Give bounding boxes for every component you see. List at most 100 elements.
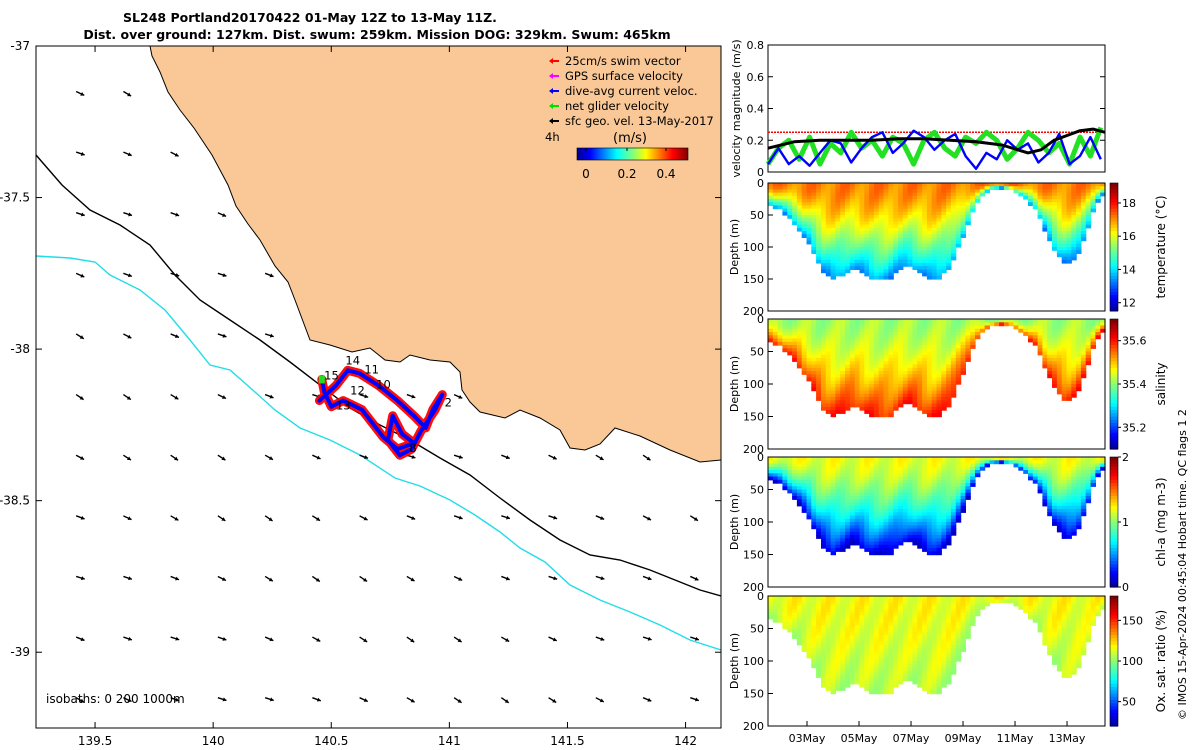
- heatmap-cell: [936, 463, 942, 468]
- heatmap-cell: [1042, 186, 1048, 190]
- heatmap-cell: [821, 618, 827, 623]
- heatmap-cell: [821, 328, 827, 333]
- heatmap-cell: [878, 397, 885, 401]
- heatmap-cell: [772, 618, 779, 623]
- heatmap-cell: [792, 615, 798, 620]
- heatmap-cell: [849, 479, 856, 484]
- heatmap-cell: [1071, 502, 1077, 507]
- heatmap-cell: [1071, 390, 1077, 395]
- heatmap-cell: [835, 466, 841, 471]
- heatmap-cell: [816, 641, 822, 646]
- heatmap-cell: [1076, 240, 1082, 245]
- heatmap-cell: [931, 322, 938, 327]
- heatmap-cell: [931, 509, 938, 513]
- heatmap-cell: [878, 319, 885, 323]
- heatmap-cell: [946, 476, 952, 481]
- heatmap-cell: [902, 253, 909, 258]
- heatmap-cell: [873, 479, 880, 484]
- heatmap-cell: [792, 489, 798, 494]
- heatmap-cell: [883, 403, 889, 408]
- heatmap-cell: [946, 259, 952, 264]
- heatmap-cell: [787, 615, 793, 620]
- heatmap-cell: [1076, 348, 1082, 353]
- heatmap-cell: [849, 199, 856, 203]
- heatmap-cell: [845, 341, 851, 346]
- heatmap-cell: [936, 476, 942, 481]
- heatmap-cell: [830, 208, 836, 213]
- heatmap-cell: [782, 622, 788, 626]
- heatmap-cell: [849, 345, 856, 349]
- heatmap-cell: [1090, 457, 1096, 461]
- heatmap-cell: [946, 470, 952, 474]
- heatmap-cell: [1056, 202, 1063, 206]
- heatmap-cell: [835, 657, 841, 662]
- heatmap-cell: [816, 602, 822, 607]
- heatmap-cell: [801, 341, 808, 346]
- heatmap-cell: [878, 690, 885, 695]
- heatmap-cell: [965, 492, 971, 497]
- heatmap-cell: [878, 531, 885, 536]
- heatmap-cell: [821, 635, 827, 639]
- heatmap-cell: [931, 256, 938, 261]
- heatmap-cell: [830, 512, 836, 517]
- sfc-velocity-arrowhead: [222, 636, 227, 641]
- heatmap-cell: [873, 319, 880, 323]
- heatmap-cell: [806, 615, 812, 620]
- heatmap-cell: [907, 263, 913, 267]
- heatmap-cell: [840, 183, 846, 187]
- heatmap-cell: [772, 192, 779, 197]
- heatmap-cell: [845, 195, 851, 200]
- heatmap-cell: [883, 644, 889, 649]
- heatmap-cell: [840, 387, 846, 392]
- heatmap-cell: [931, 544, 938, 549]
- heatmap-cell: [883, 266, 889, 270]
- heatmap-cell: [950, 231, 957, 235]
- colorbar-segment: [1110, 429, 1118, 434]
- heatmap-cell: [801, 234, 808, 238]
- heatmap-cell: [907, 489, 913, 494]
- heatmap-cell: [830, 322, 836, 327]
- heatmap-cell: [999, 183, 1005, 187]
- heatmap-cell: [869, 670, 875, 675]
- heatmap-cell: [902, 390, 909, 395]
- heatmap-cell: [1061, 397, 1068, 401]
- heatmap-cell: [845, 358, 851, 362]
- heatmap-cell: [975, 335, 981, 340]
- heatmap-cell: [816, 364, 822, 369]
- heatmap-cell: [912, 243, 918, 248]
- heatmap-cell: [926, 548, 933, 552]
- heatmap-cell: [960, 224, 966, 229]
- heatmap-cell: [821, 515, 827, 520]
- heatmap-cell: [1052, 377, 1058, 382]
- heatmap-cell: [873, 612, 880, 617]
- heatmap-cell: [811, 227, 817, 232]
- heatmap-cell: [1028, 183, 1034, 187]
- heatmap-cell: [931, 358, 938, 362]
- heatmap-cell: [854, 496, 861, 500]
- heatmap-cell: [825, 525, 832, 530]
- heatmap-cell: [931, 183, 938, 187]
- heatmap-cell: [922, 335, 928, 340]
- heatmap-cell: [936, 275, 942, 280]
- heatmap-cell: [845, 596, 851, 600]
- heatmap-cell: [796, 189, 803, 194]
- heatmap-cell: [883, 189, 889, 194]
- heatmap-cell: [922, 348, 928, 353]
- heatmap-cell: [811, 657, 817, 662]
- heatmap-cell: [979, 192, 986, 197]
- heatmap-cell: [902, 332, 909, 336]
- heatmap-cell: [864, 609, 870, 613]
- heatmap-cell: [1066, 457, 1072, 461]
- heatmap-cell: [1052, 237, 1058, 242]
- heatmap-cell: [849, 215, 856, 219]
- heatmap-cell: [1071, 367, 1077, 372]
- heatmap-cell: [912, 528, 918, 533]
- heatmap-cell: [1085, 345, 1092, 349]
- heatmap-cell: [1076, 332, 1082, 336]
- heatmap-cell: [801, 492, 808, 497]
- heatmap-cell: [965, 466, 971, 471]
- heatmap-cell: [926, 247, 933, 251]
- heatmap-cell: [873, 192, 880, 197]
- heatmap-cell: [854, 528, 861, 533]
- heatmap-cell: [821, 483, 827, 487]
